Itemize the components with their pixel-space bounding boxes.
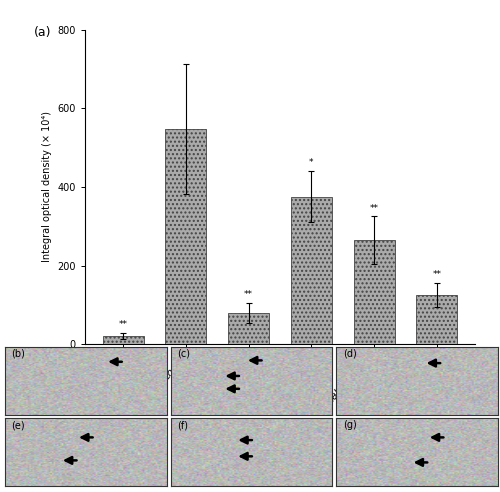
Bar: [354, 240, 395, 344]
Bar: [228, 313, 269, 344]
Text: **: **: [244, 290, 253, 299]
Bar: [291, 197, 332, 344]
Text: (a): (a): [34, 27, 52, 39]
Text: (f): (f): [177, 421, 188, 430]
Text: (b): (b): [12, 349, 26, 359]
Text: *: *: [309, 158, 314, 167]
Text: **: **: [118, 320, 128, 329]
Text: (g): (g): [343, 421, 356, 430]
Text: (c): (c): [177, 349, 190, 359]
Bar: [416, 295, 458, 344]
Text: (e): (e): [12, 421, 25, 430]
Bar: [102, 336, 144, 344]
Y-axis label: Integral optical density (× 10⁴): Integral optical density (× 10⁴): [42, 112, 52, 262]
Text: **: **: [432, 271, 442, 279]
Text: **: **: [370, 204, 378, 213]
Bar: [166, 129, 206, 344]
Text: (d): (d): [343, 349, 356, 359]
